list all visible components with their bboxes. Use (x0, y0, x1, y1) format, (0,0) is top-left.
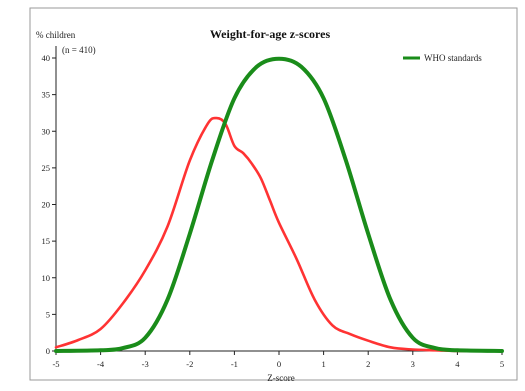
legend-label-who: WHO standards (424, 53, 482, 63)
x-tick-label: 3 (411, 359, 415, 369)
y-tick-label: 0 (46, 346, 50, 356)
x-tick-label: 2 (366, 359, 370, 369)
x-tick-label: -1 (231, 359, 238, 369)
y-tick-label: 15 (42, 236, 51, 246)
y-tick-label: 35 (42, 90, 51, 100)
y-axis-label: % children (36, 30, 76, 40)
x-tick-label: 1 (321, 359, 325, 369)
x-tick-label: 0 (277, 359, 281, 369)
chart-frame (29, 7, 518, 381)
y-tick-label: 20 (42, 200, 51, 210)
series-line-sample (54, 116, 504, 353)
chart-title: Weight-for-age z-scores (210, 27, 331, 41)
sample-size-annotation: (n = 410) (62, 45, 96, 55)
y-tick-label: 30 (42, 126, 51, 136)
y-tick-label: 25 (42, 163, 51, 173)
series-line-who-standards (54, 56, 504, 353)
y-tick-label: 40 (42, 53, 51, 63)
x-tick-label: -4 (97, 359, 105, 369)
legend: WHO standards (403, 53, 482, 63)
x-tick-label: -3 (142, 359, 149, 369)
x-axis-label: Z-score (267, 373, 294, 383)
x-tick-label: -2 (186, 359, 193, 369)
x-tick-label: 4 (455, 359, 460, 369)
y-tick-label: 5 (46, 309, 50, 319)
x-tick-label: 5 (500, 359, 504, 369)
x-tick-label: -5 (52, 359, 59, 369)
y-tick-label: 10 (42, 273, 51, 283)
series-layer (54, 56, 504, 353)
